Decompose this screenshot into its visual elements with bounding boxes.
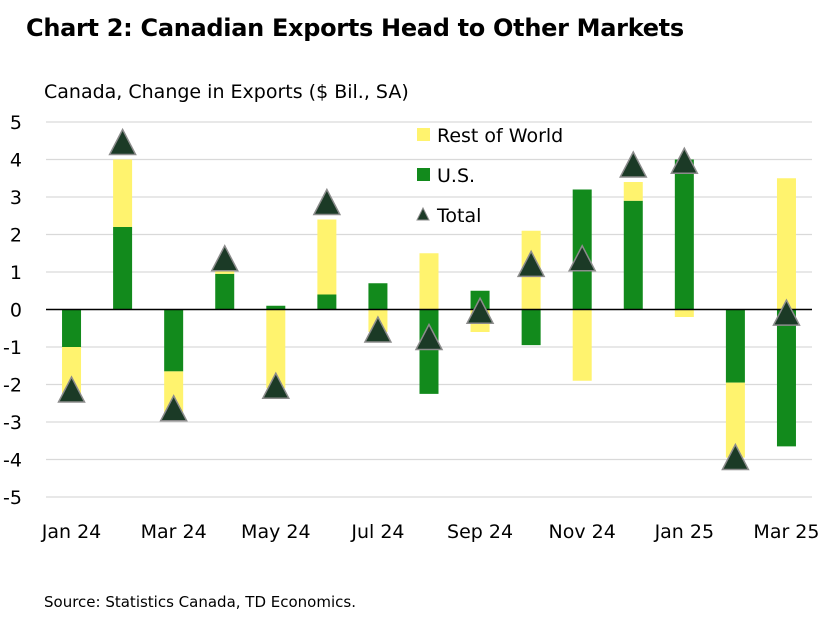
- total-marker: [619, 150, 648, 178]
- y-axis-ticks: 5 4 3 2 1 0 -1 -2 -3 -4 -5: [3, 112, 22, 509]
- total-marker: [210, 244, 239, 272]
- bar-u-s: [419, 309, 439, 394]
- y-tick-label: 0: [10, 300, 22, 322]
- bar-rest-of-world: [572, 309, 592, 381]
- legend-label: Rest of World: [437, 125, 563, 147]
- x-tick-label: Jul 24: [350, 521, 404, 543]
- x-tick-label: Nov 24: [549, 521, 616, 543]
- x-axis-ticks: Jan 24 Mar 24 May 24 Jul 24 Sep 24 Nov 24 Jan …: [41, 521, 820, 543]
- legend: Rest of World U.S. Total: [416, 125, 563, 227]
- bar-u-s: [317, 294, 337, 310]
- total-marker: [159, 394, 188, 422]
- bar-rest-of-world: [725, 382, 745, 458]
- legend-swatch-total: [416, 206, 430, 221]
- x-tick-label: Mar 24: [141, 521, 207, 543]
- bar-rest-of-world: [266, 309, 286, 389]
- bar-rest-of-world: [62, 347, 82, 396]
- bar-rest-of-world: [164, 371, 184, 413]
- legend-label: U.S.: [437, 165, 475, 187]
- y-axis-title: Canada, Change in Exports ($ Bil., SA): [44, 81, 409, 103]
- y-tick-label: 1: [10, 262, 22, 284]
- source-note: Source: Statistics Canada, TD Economics.: [44, 593, 356, 611]
- y-tick-label: -2: [3, 375, 22, 397]
- bar-u-s: [674, 159, 694, 310]
- y-tick-label: -5: [3, 487, 22, 509]
- total-marker: [567, 244, 597, 272]
- x-tick-label: Jan 24: [41, 521, 102, 543]
- total-marker: [57, 375, 86, 403]
- total-marker: [721, 442, 750, 471]
- total-marker: [516, 249, 546, 278]
- bar-u-s: [725, 309, 745, 383]
- total-marker: [772, 298, 801, 326]
- bar-rest-of-world: [215, 270, 235, 274]
- total-marker: [363, 315, 393, 343]
- bar-u-s: [215, 273, 235, 310]
- bar-u-s: [164, 309, 184, 372]
- total-marker: [108, 127, 137, 156]
- y-tick-label: 5: [10, 112, 22, 134]
- bar-rest-of-world: [674, 309, 694, 317]
- bar-u-s: [266, 305, 286, 310]
- bar-rest-of-world: [317, 219, 337, 295]
- legend-label: Total: [436, 205, 481, 227]
- y-tick-label: 3: [10, 187, 22, 209]
- bar-rest-of-world: [623, 182, 643, 201]
- y-tick-label: -4: [3, 450, 22, 472]
- bar-u-s: [113, 227, 133, 310]
- x-tick-label: Jan 25: [654, 521, 715, 543]
- bar-u-s: [776, 309, 796, 447]
- total-marker: [414, 322, 444, 351]
- total-markers: [57, 127, 801, 471]
- legend-swatch-rest-of-world: [417, 128, 430, 141]
- bar-u-s: [623, 200, 643, 310]
- y-tick-label: 4: [10, 150, 22, 172]
- bar-u-s: [521, 309, 541, 346]
- x-tick-label: Mar 25: [753, 521, 819, 543]
- total-marker: [670, 146, 699, 174]
- x-tick-label: May 24: [241, 521, 311, 543]
- x-tick-label: Sep 24: [447, 521, 513, 543]
- bar-rest-of-world: [419, 253, 439, 310]
- legend-swatch-u-s: [417, 168, 430, 181]
- y-tick-label: -1: [3, 337, 22, 359]
- chart-title: Chart 2: Canadian Exports Head to Other …: [26, 14, 684, 42]
- bar-u-s: [62, 309, 82, 347]
- total-marker: [465, 296, 495, 324]
- bar-u-s: [368, 283, 388, 310]
- total-marker: [261, 371, 291, 399]
- total-marker: [312, 187, 342, 216]
- y-tick-label: -3: [3, 412, 22, 434]
- bar-rest-of-world: [776, 178, 796, 310]
- bar-rest-of-world: [113, 159, 133, 227]
- y-tick-label: 2: [10, 225, 22, 247]
